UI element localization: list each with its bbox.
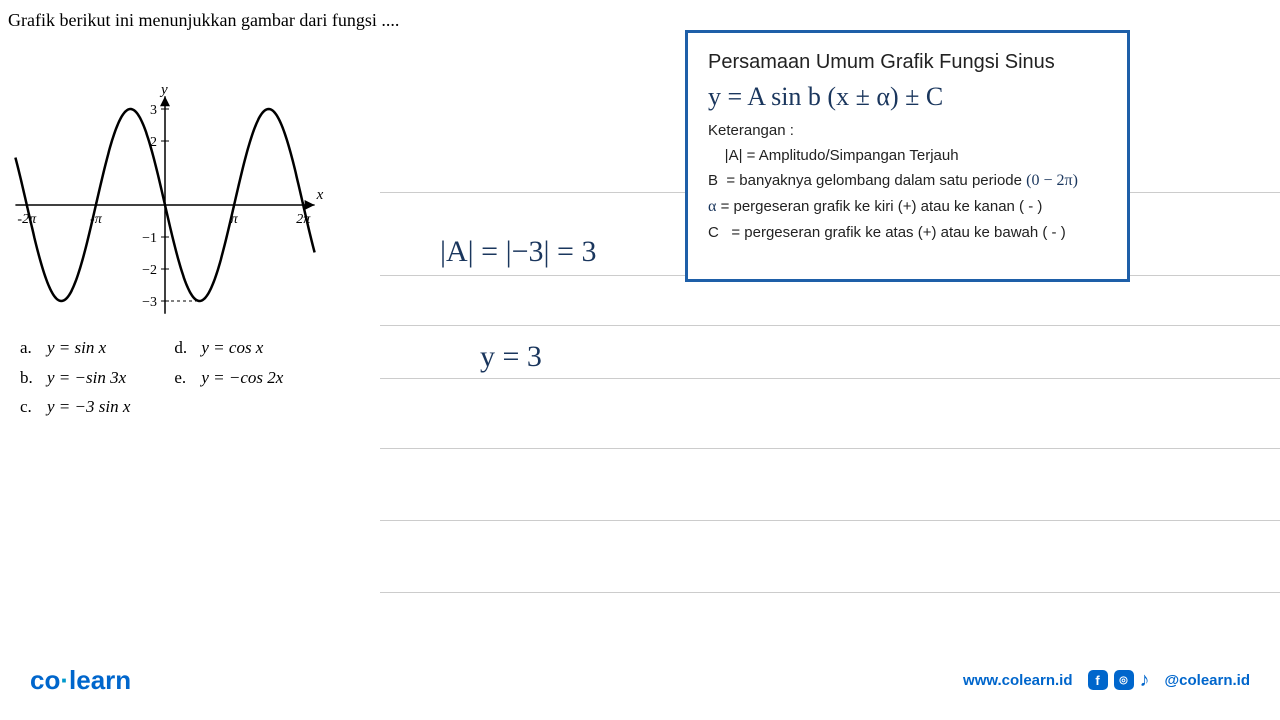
keterangan-label: Keterangan :: [708, 122, 1107, 139]
svg-text:−1: −1: [142, 231, 157, 246]
svg-text:x: x: [316, 187, 324, 203]
option-d: y = cos x: [201, 335, 293, 363]
tiktok-icon: ♪: [1140, 669, 1150, 692]
svg-text:3: 3: [150, 103, 157, 118]
formula-info-box: Persamaan Umum Grafik Fungsi Sinus y = A…: [685, 30, 1130, 282]
svg-text:−2: −2: [142, 263, 157, 278]
svg-text:−3: −3: [142, 295, 157, 310]
instagram-icon: ◎: [1114, 670, 1134, 690]
option-e: y = −cos 2x: [201, 365, 293, 393]
facebook-icon: f: [1088, 670, 1108, 690]
function-graph: xy32−1−2−3-2π-ππ2π: [5, 50, 345, 320]
brand-logo: co·learn: [30, 665, 131, 696]
info-line-b: B = banyaknya gelombang dalam satu perio…: [708, 172, 1107, 190]
info-box-title: Persamaan Umum Grafik Fungsi Sinus: [708, 51, 1107, 74]
info-line-alpha: α = pergeseran grafik ke kiri (+) atau k…: [708, 198, 1107, 216]
info-line-a: |A| = Amplitudo/Simpangan Terjauh: [708, 147, 1107, 164]
handwriting-amplitude: |A| = |−3| = 3: [440, 235, 596, 269]
info-box-equation: y = A sin b (x ± α) ± C: [708, 82, 1107, 112]
info-line-c: C = pergeseran grafik ke atas (+) atau k…: [708, 224, 1107, 241]
footer: co·learn www.colearn.id f ◎ ♪ @colearn.i…: [0, 660, 1280, 700]
footer-url: www.colearn.id: [963, 672, 1072, 689]
option-c: y = −3 sin x: [47, 394, 140, 422]
question-text: Grafik berikut ini menunjukkan gambar da…: [8, 8, 399, 33]
svg-text:y: y: [159, 82, 168, 98]
option-a: y = sin x: [47, 335, 140, 363]
svg-text:-2π: -2π: [17, 212, 37, 227]
handwriting-y: y = 3: [480, 340, 542, 374]
option-b: y = −sin 3x: [47, 365, 140, 393]
social-handle: @colearn.id: [1165, 672, 1250, 689]
social-icons: f ◎ ♪: [1088, 669, 1150, 692]
answer-options: a.y = sin x d.y = cos x b.y = −sin 3x e.…: [18, 333, 295, 424]
